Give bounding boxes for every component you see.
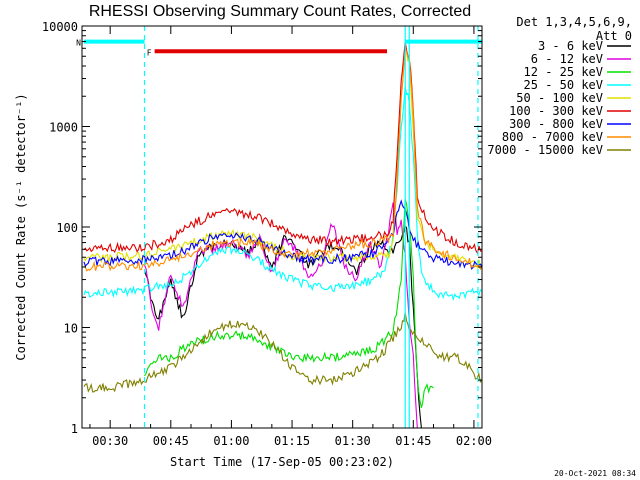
y-tick-label: 10000: [42, 20, 78, 34]
y-tick-label: 1: [71, 422, 78, 436]
legend-label: 50 - 100 keV: [516, 91, 603, 105]
legend-label: 300 - 800 keV: [509, 117, 603, 131]
x-tick-label: 01:45: [395, 434, 431, 448]
series-line-800-7000-keV: [83, 48, 483, 272]
series-layer: [83, 42, 483, 429]
series-line-12-25-keV: [144, 199, 434, 408]
axes-layer: 00:30 00:45 01:00 01:15 01:30 01:45 02:00 1 10 10…: [42, 20, 492, 448]
footer-date: 20-Oct-2021 08:34: [554, 469, 636, 478]
x-axis-label: Start Time (17-Sep-05 00:23:02): [170, 455, 394, 469]
y-tick-label: 10: [64, 322, 78, 336]
x-tick-label: 01:30: [335, 434, 371, 448]
flag-label-f: F: [147, 48, 152, 57]
legend-label: 100 - 300 keV: [509, 104, 603, 118]
legend-label: 12 - 25 keV: [524, 65, 603, 79]
flag-label-n: N: [76, 39, 81, 48]
legend-label: 800 - 7000 keV: [502, 130, 603, 144]
x-tick-label: 01:15: [274, 434, 310, 448]
legend-header-line: Att 0: [596, 29, 632, 43]
legend-label: 6 - 12 keV: [531, 52, 603, 66]
series-line-7000-15000-keV: [83, 312, 483, 393]
legend-label: 3 - 6 keV: [538, 39, 603, 53]
legend-label: 25 - 50 keV: [524, 78, 603, 92]
x-tick-label: 02:00: [456, 434, 492, 448]
y-tick-label: 1000: [49, 121, 78, 135]
legend-label: 7000 - 15000 keV: [487, 143, 603, 157]
y-tick-label: 100: [56, 221, 78, 235]
y-axis-label: Corrected Count Rate (s⁻¹ detector⁻¹): [14, 93, 28, 360]
series-line-100-300-keV: [83, 42, 483, 255]
x-tick-label: 00:30: [92, 434, 128, 448]
series-line-6-12-keV: [143, 202, 446, 429]
series-line-300-800-keV: [83, 199, 483, 270]
x-tick-label: 00:45: [153, 434, 189, 448]
x-tick-label: 01:00: [213, 434, 249, 448]
series-line-50-100-keV: [83, 47, 483, 270]
chart-title: RHESSI Observing Summary Count Rates, Co…: [89, 3, 471, 20]
series-line-25-50-keV: [83, 86, 483, 302]
legend-header-line: Det 1,3,4,5,6,9,: [516, 15, 632, 29]
